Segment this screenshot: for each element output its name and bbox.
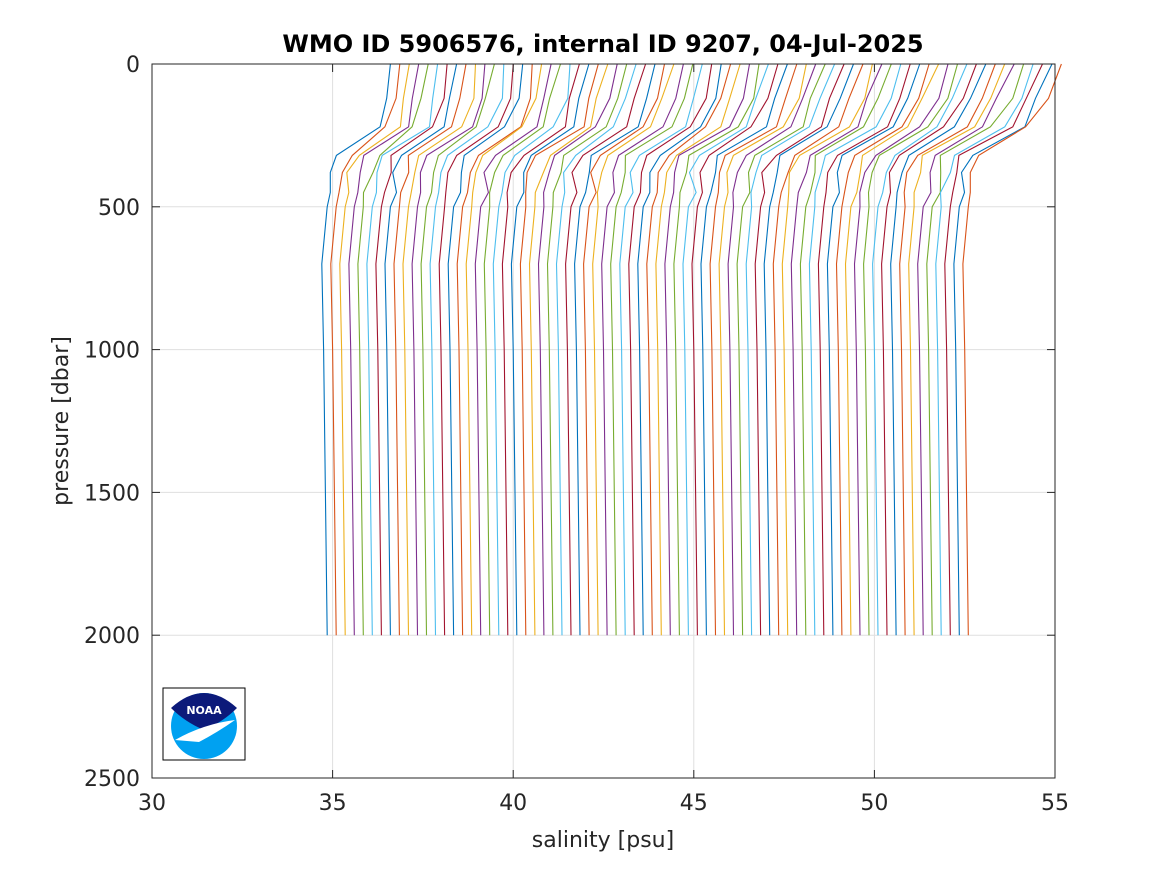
profile-series-line bbox=[565, 63, 647, 636]
profile-series-line bbox=[402, 63, 477, 636]
profile-series-line bbox=[790, 63, 883, 636]
profile-series-line bbox=[899, 63, 996, 636]
noaa-logo-bird bbox=[171, 693, 237, 730]
y-tick-label: 1500 bbox=[84, 481, 140, 506]
profile-series-line bbox=[528, 63, 609, 636]
x-axis-label: salinity [psu] bbox=[532, 828, 674, 853]
profile-series-line bbox=[682, 63, 769, 636]
profile-series-line bbox=[917, 63, 1015, 636]
profile-series-line bbox=[745, 63, 836, 636]
ticks: 30 35 40 45 50 55 0 500 1000 1500 2000 2500 bbox=[84, 53, 1069, 816]
profile-series-line bbox=[835, 63, 930, 636]
profile-series-line bbox=[429, 63, 505, 636]
profile-series-line bbox=[574, 63, 656, 636]
profile-series-line bbox=[754, 63, 845, 636]
profile-series-line bbox=[411, 63, 486, 636]
profile-series-line bbox=[844, 63, 940, 636]
profile-series-line bbox=[483, 63, 562, 636]
plot-frame bbox=[151, 63, 1056, 779]
x-tick-label: 30 bbox=[138, 791, 166, 816]
profile-series-line bbox=[375, 63, 448, 636]
profile-series-line bbox=[646, 63, 732, 636]
profile-series-line bbox=[610, 63, 694, 636]
profile-series-line bbox=[321, 63, 391, 636]
profile-series-line bbox=[339, 63, 410, 636]
profile-series-line bbox=[420, 63, 495, 636]
profile-series-line bbox=[872, 63, 968, 636]
series-group bbox=[321, 63, 1062, 636]
profile-series-line bbox=[664, 63, 751, 636]
profile-series-line bbox=[357, 63, 429, 636]
profile-series-line bbox=[953, 63, 1053, 636]
profile-series-line bbox=[727, 63, 817, 636]
profile-series-line bbox=[438, 63, 514, 636]
profile-series-line bbox=[583, 63, 666, 636]
profile-series-line bbox=[772, 63, 864, 636]
y-tick-label: 0 bbox=[126, 53, 140, 78]
profile-series-line bbox=[700, 63, 788, 636]
plot-area bbox=[152, 64, 1055, 778]
profile-series-line bbox=[492, 63, 571, 636]
profile-series-line bbox=[763, 63, 855, 636]
profile-series-line bbox=[890, 63, 987, 636]
profile-series-line bbox=[637, 63, 722, 636]
profile-series-line bbox=[465, 63, 543, 636]
profile-series-line bbox=[736, 63, 826, 636]
profile-series-line bbox=[456, 63, 533, 636]
profile-series-line bbox=[348, 63, 420, 636]
profile-series-line bbox=[619, 63, 703, 636]
profile-series-line bbox=[691, 63, 779, 636]
profile-series-line bbox=[673, 63, 760, 636]
profile-series-line bbox=[853, 63, 949, 636]
profile-series-line bbox=[962, 63, 1062, 636]
x-tick-label: 40 bbox=[499, 791, 527, 816]
profile-series-line bbox=[447, 63, 524, 636]
profile-series-line bbox=[519, 63, 599, 636]
profile-series-line bbox=[826, 63, 921, 636]
profile-series-line bbox=[384, 63, 458, 636]
profile-series-line bbox=[393, 63, 467, 636]
y-tick-label: 1000 bbox=[84, 339, 140, 364]
profile-series-line bbox=[501, 63, 580, 636]
profile-series-line bbox=[366, 63, 439, 636]
y-tick-label: 500 bbox=[98, 196, 140, 221]
profile-series-line bbox=[935, 63, 1034, 636]
profile-series-line bbox=[546, 63, 628, 636]
y-axis-label: pressure [dbar] bbox=[49, 336, 74, 506]
y-tick-label: 2000 bbox=[84, 624, 140, 649]
profile-series-line bbox=[908, 63, 1006, 636]
profile-series-line bbox=[881, 63, 977, 636]
profile-series-line bbox=[817, 63, 911, 636]
profile-series-line bbox=[592, 63, 675, 636]
profile-series-line bbox=[555, 63, 637, 636]
profile-series-line bbox=[944, 63, 1043, 636]
profile-series-line bbox=[537, 63, 618, 636]
profile-series-line bbox=[709, 63, 798, 636]
x-tick-label: 45 bbox=[680, 791, 708, 816]
profile-series-line bbox=[863, 63, 959, 636]
profile-series-line bbox=[474, 63, 552, 636]
noaa-logo-text: NOAA bbox=[186, 704, 222, 717]
profile-series-line bbox=[808, 63, 902, 636]
profile-series-line bbox=[601, 63, 684, 636]
profile-series-line bbox=[628, 63, 713, 636]
noaa-logo: NOAA bbox=[162, 687, 246, 761]
chart-title: WMO ID 5906576, internal ID 9207, 04-Jul… bbox=[282, 30, 923, 58]
profile-series-line bbox=[799, 63, 892, 636]
profile-series-line bbox=[718, 63, 807, 636]
profile-series-line bbox=[655, 63, 741, 636]
x-tick-label: 35 bbox=[319, 791, 347, 816]
x-tick-label: 55 bbox=[1041, 791, 1069, 816]
noaa-logo-wave bbox=[175, 720, 235, 742]
x-tick-label: 50 bbox=[860, 791, 888, 816]
profile-series-line bbox=[781, 63, 873, 636]
profile-series-line bbox=[330, 63, 401, 636]
profile-series-line bbox=[510, 63, 590, 636]
y-tick-label: 2500 bbox=[84, 767, 140, 792]
